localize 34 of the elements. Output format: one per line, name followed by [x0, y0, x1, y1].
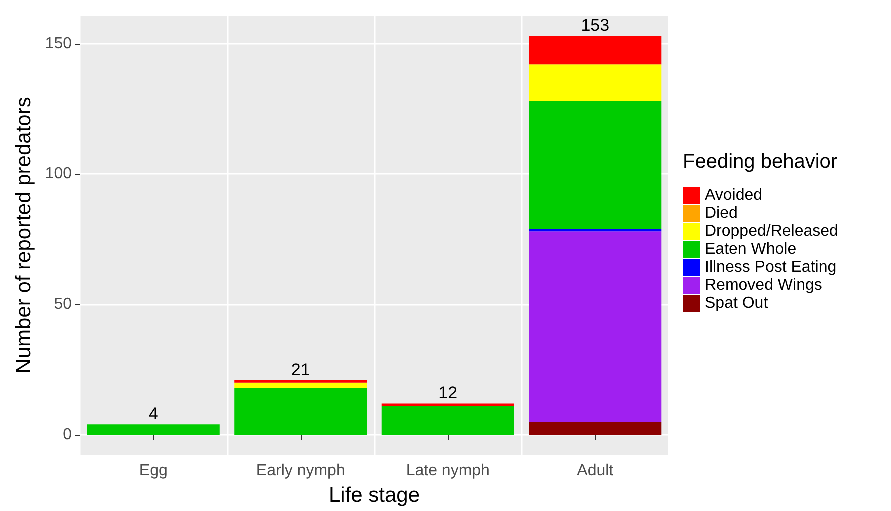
legend-label: Eaten Whole	[705, 241, 797, 258]
x-tick-label: Egg	[139, 462, 168, 480]
total-label: 12	[438, 384, 458, 403]
bar	[529, 101, 662, 229]
y-tick-label: 50	[54, 296, 72, 314]
total-label: 21	[291, 360, 310, 380]
y-tick-label: 150	[45, 35, 72, 52]
x-tick-label: Adult	[577, 462, 614, 480]
bar	[234, 382, 368, 388]
legend-title: Feeding behavior	[683, 151, 838, 173]
legend-label: Spat Out	[705, 295, 769, 312]
y-tick-label: 0	[63, 426, 72, 444]
bar	[529, 422, 662, 436]
bar	[529, 232, 662, 422]
bar	[234, 388, 368, 436]
y-tick-label: 100	[45, 166, 72, 183]
bar	[529, 228, 662, 232]
x-tick-label: Late nymph	[406, 462, 490, 480]
total-label: 153	[581, 16, 610, 35]
bar	[529, 64, 662, 102]
legend-label: Avoided	[705, 187, 763, 204]
legend-label: Dropped/Released	[705, 223, 838, 240]
legend-label: Died	[705, 205, 738, 222]
bar	[234, 380, 368, 383]
x-axis-title: Life stage	[328, 484, 420, 507]
bar	[382, 404, 514, 406]
legend-label: Removed Wings	[705, 277, 822, 294]
y-axis-title: Number of reported predators	[12, 97, 36, 374]
legend-label: Illness Post Eating	[705, 259, 837, 276]
x-tick-label: Early nymph	[256, 462, 346, 480]
bar	[87, 424, 220, 436]
bar	[382, 406, 514, 436]
total-label: 4	[148, 404, 158, 424]
bar	[529, 36, 662, 65]
